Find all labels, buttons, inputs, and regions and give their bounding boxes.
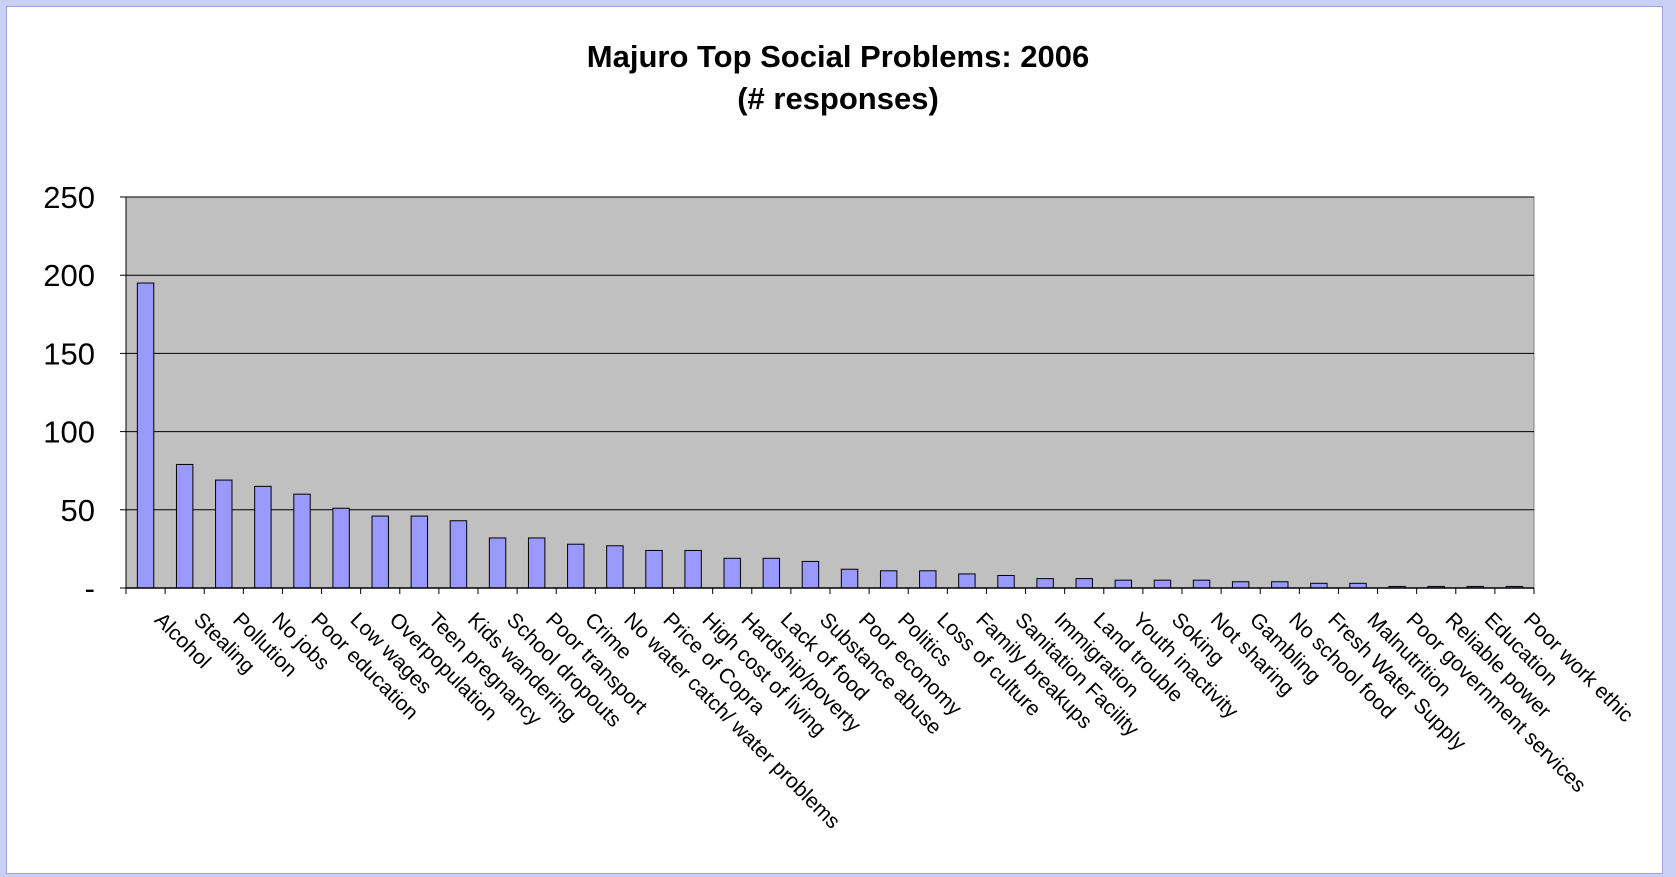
bar [958,573,976,589]
chart-frame: Majuro Top Social Problems: 2006 (# resp… [6,6,1663,874]
bar [136,282,155,589]
bar [175,463,194,589]
bar-chart: Majuro Top Social Problems: 2006 (# resp… [43,39,1638,833]
bar [371,515,389,589]
bar [1036,578,1054,589]
bar [215,479,233,589]
bar [1192,579,1211,589]
bar [527,537,546,589]
bar [1075,578,1093,589]
gridlines [126,196,1534,511]
bar [684,549,702,589]
y-tick-label: - [85,571,95,606]
y-tick-label: 250 [43,180,95,215]
bar [567,543,585,589]
bar [879,570,898,589]
bar [645,549,663,589]
bar [801,560,820,589]
y-tick-label: 100 [43,415,95,450]
bar [1271,581,1289,589]
y-tick-label: 200 [43,258,95,293]
chart-title: Majuro Top Social Problems: 2006 [587,39,1089,74]
bar [997,574,1015,589]
bar [449,520,468,589]
bar [332,507,350,589]
chart-subtitle: (# responses) [737,81,939,116]
bar [606,545,624,589]
bar [762,557,781,589]
bar [293,493,311,589]
bars [136,282,1524,589]
bar [1114,579,1133,589]
y-axis: - 50 100 150 200 250 [43,180,127,606]
y-tick-label: 50 [61,493,95,528]
bar [254,485,272,589]
bar [919,570,937,589]
bar [410,515,429,589]
bar [1153,579,1172,589]
bar [488,537,507,589]
bar [840,568,859,589]
plot-area [125,196,1535,589]
y-tick-label: 150 [43,336,95,371]
bar [723,557,741,589]
bar [1231,581,1250,589]
